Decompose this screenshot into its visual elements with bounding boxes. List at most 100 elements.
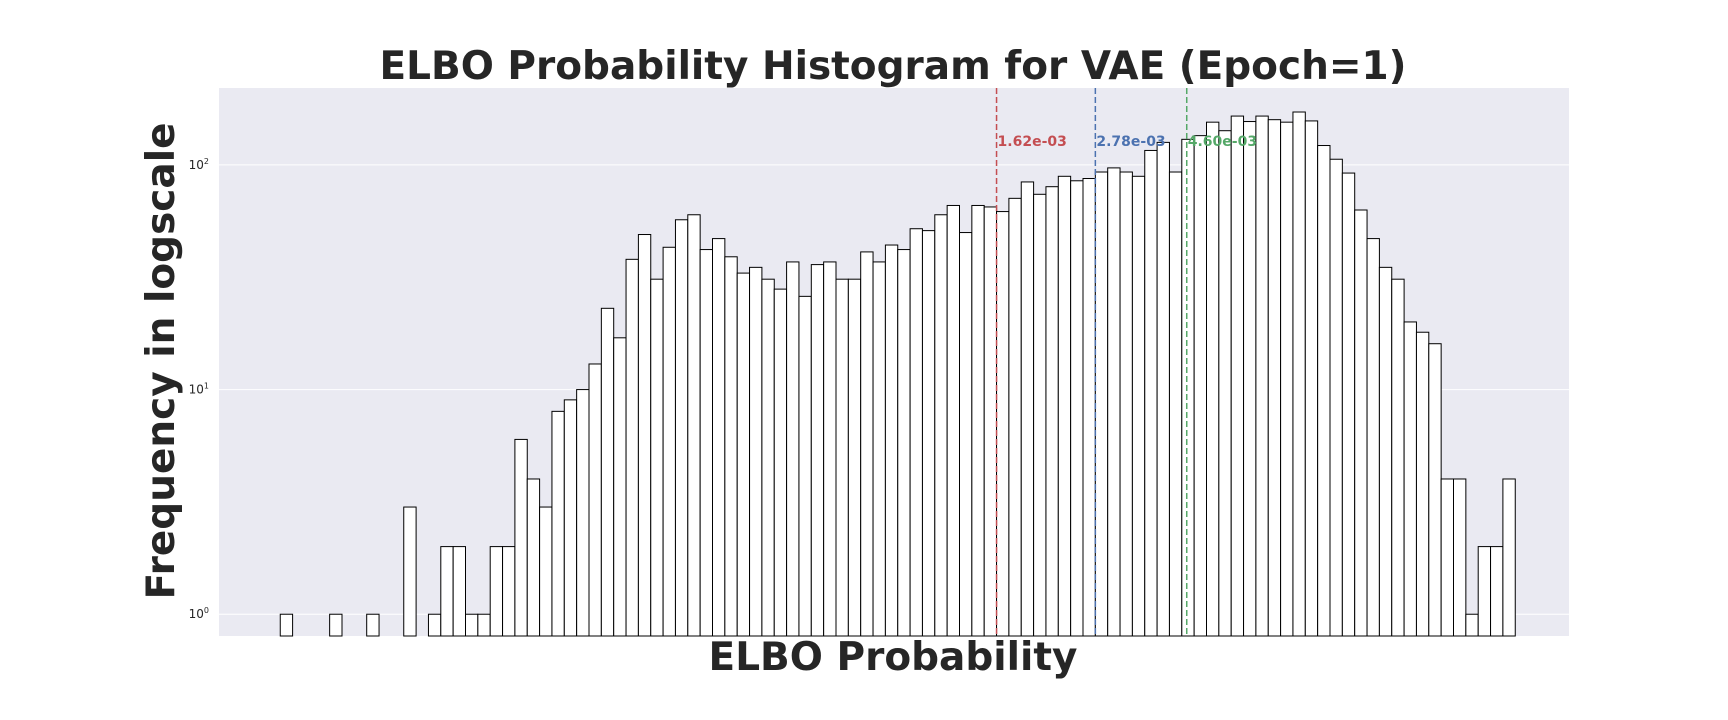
histogram-bars (279, 111, 1516, 637)
histogram-bar (1267, 119, 1282, 637)
histogram-bar (996, 211, 1010, 637)
histogram-bar (847, 278, 862, 637)
histogram-bar (514, 438, 528, 637)
histogram-bar (921, 230, 936, 637)
histogram-bar (983, 206, 998, 637)
histogram-bar (1033, 193, 1047, 637)
x-axis-label: ELBO Probability (709, 635, 1078, 680)
histogram-bar (786, 261, 800, 637)
histogram-bar (329, 613, 343, 637)
histogram-bar (1280, 121, 1294, 637)
histogram-bar (773, 288, 788, 637)
histogram-bar (625, 258, 639, 637)
histogram-bar (1329, 158, 1343, 637)
histogram-bar (588, 363, 602, 637)
histogram-bar (810, 264, 825, 637)
histogram-bar (1230, 115, 1245, 637)
histogram-bar (823, 261, 837, 637)
histogram-bar (576, 389, 590, 637)
histogram-bar (1317, 145, 1331, 637)
histogram-bar (1094, 171, 1109, 637)
histogram-bar (600, 307, 615, 637)
histogram-bar (1391, 278, 1405, 637)
y-tick-label: 101 (189, 382, 209, 397)
histogram-bar (1070, 180, 1084, 637)
histogram-bar (1193, 135, 1208, 637)
histogram-bar (1415, 331, 1430, 637)
histogram-bar (1453, 478, 1467, 637)
histogram-bar (736, 272, 751, 637)
y-tick-label: 102 (189, 157, 209, 172)
histogram-bar (1156, 141, 1170, 637)
histogram-bar (539, 506, 553, 637)
histogram-bar (1168, 171, 1183, 637)
histogram-bar (946, 204, 961, 637)
histogram-bar (959, 232, 973, 637)
threshold-markers: 1.62e-03 2.78e-03 4.60e-03 (995, 88, 1257, 636)
histogram-bar (1304, 120, 1319, 637)
histogram-bar (909, 228, 923, 637)
histogram-bar (1403, 321, 1417, 637)
histogram-bar (1292, 111, 1306, 637)
histogram-bar (1366, 238, 1380, 637)
histogram-bar (1378, 266, 1393, 637)
histogram-bar (1008, 197, 1022, 637)
histogram-bar (1057, 175, 1072, 637)
histogram-bar (465, 613, 479, 637)
threshold-label: 2.78e-03 (1096, 134, 1165, 150)
histogram-bar (650, 278, 664, 637)
y-tick-label: 100 (189, 606, 209, 621)
histogram-bar (279, 613, 294, 637)
histogram-bar (761, 278, 775, 637)
histogram-bar (1107, 167, 1121, 637)
histogram-bar (1465, 613, 1479, 637)
histogram-bar (1440, 478, 1455, 637)
histogram-bar (637, 234, 652, 637)
histogram-bar (489, 546, 504, 637)
histogram-bar (1502, 478, 1516, 637)
histogram-bar (724, 256, 738, 637)
histogram-bar (477, 613, 491, 637)
histogram-bar (502, 546, 516, 637)
histogram-bar (798, 295, 812, 637)
y-axis-label: Frequency in logscale (139, 122, 184, 599)
histogram-bar (526, 478, 541, 637)
histogram-bar (674, 219, 689, 637)
histogram-bar (662, 246, 676, 637)
histogram-bar (452, 546, 466, 637)
y-axis-ticks: 100 101 102 (189, 157, 209, 621)
chart-title: ELBO Probability Histogram for VAE (Epoc… (379, 44, 1406, 89)
histogram-bar (563, 399, 578, 637)
histogram-bar (1082, 178, 1096, 637)
histogram-bar (897, 249, 911, 637)
histogram-bar (1181, 138, 1195, 637)
histogram-bar (613, 337, 627, 637)
histogram-bar (749, 266, 763, 637)
histogram-bar (1206, 121, 1220, 637)
histogram-bar (687, 214, 701, 637)
threshold-label: 1.62e-03 (998, 134, 1067, 150)
histogram-bar (971, 204, 985, 637)
histogram-bar (427, 613, 442, 637)
histogram-bar (835, 278, 849, 637)
histogram-bar (1354, 209, 1368, 637)
histogram-bar (1341, 172, 1356, 637)
histogram-bar (551, 410, 565, 637)
histogram-bar (934, 214, 948, 637)
histogram-bar (440, 546, 454, 637)
histogram-bar (699, 249, 714, 637)
histogram-bar (1045, 186, 1059, 637)
histogram-bar (1255, 115, 1269, 637)
histogram-bar (366, 613, 380, 637)
histogram-bar (712, 238, 726, 637)
histogram-bar (1218, 130, 1232, 637)
histogram-bar (1020, 181, 1035, 637)
histogram-bar (1490, 546, 1504, 637)
histogram-bar (1131, 175, 1146, 637)
histogram-bar (1243, 121, 1257, 637)
histogram-bar (1119, 171, 1133, 637)
histogram-bar (403, 506, 417, 637)
threshold-label: 4.60e-03 (1188, 134, 1257, 150)
histogram-bar (1144, 149, 1158, 637)
